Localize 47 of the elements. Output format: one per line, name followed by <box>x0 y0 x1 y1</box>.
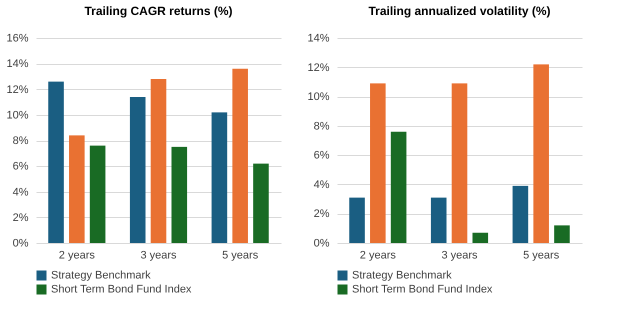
x-tick-label: 2 years <box>360 250 396 262</box>
x-tick-label: 3 years <box>140 250 178 262</box>
chart-title: Trailing annualized volatility (%) <box>368 4 551 18</box>
x-tick-label: 5 years <box>222 250 259 262</box>
bar <box>171 146 188 243</box>
legend-label: Strategy Benchmark <box>352 270 452 282</box>
bar <box>130 96 146 243</box>
y-tick-label: 2% <box>314 208 330 220</box>
y-tick-label: 6% <box>314 150 330 162</box>
y-tick-label: 0% <box>314 238 330 250</box>
bar <box>150 79 166 243</box>
legend-label: Short Term Bond Fund Index <box>51 284 192 296</box>
bar <box>390 132 406 243</box>
bar <box>554 225 570 243</box>
y-tick-label: 8% <box>314 120 330 132</box>
bar <box>232 68 248 243</box>
bar <box>349 198 365 243</box>
legend-label: Strategy Benchmark <box>51 270 152 282</box>
y-tick-label: 12% <box>307 62 330 74</box>
bar <box>452 83 468 243</box>
chart-title: Trailing CAGR returns (%) <box>84 4 233 18</box>
y-tick-label: 12% <box>6 84 29 96</box>
bar <box>212 112 228 243</box>
bar <box>512 186 528 243</box>
y-tick-label: 6% <box>12 160 29 173</box>
bar <box>48 82 64 243</box>
bar <box>472 232 488 243</box>
y-tick-label: 10% <box>6 109 29 122</box>
y-tick-label: 16% <box>6 32 29 44</box>
y-tick-label: 2% <box>12 212 29 224</box>
y-tick-label: 14% <box>6 58 29 70</box>
y-tick-label: 4% <box>12 186 29 198</box>
y-tick-label: 10% <box>307 91 330 104</box>
y-tick-label: 8% <box>12 135 29 147</box>
bar <box>370 83 386 243</box>
bar <box>253 164 269 243</box>
x-tick-label: 2 years <box>58 250 96 262</box>
bar <box>90 146 106 243</box>
x-tick-label: 5 years <box>523 250 560 262</box>
bar <box>69 135 85 243</box>
y-tick-label: 14% <box>307 32 330 44</box>
bar <box>533 64 549 243</box>
bar <box>430 198 447 243</box>
x-tick-label: 3 years <box>441 250 478 262</box>
legend-label: Short Term Bond Fund Index <box>352 284 493 296</box>
y-tick-label: 4% <box>314 178 330 191</box>
y-tick-label: 0% <box>12 238 29 250</box>
